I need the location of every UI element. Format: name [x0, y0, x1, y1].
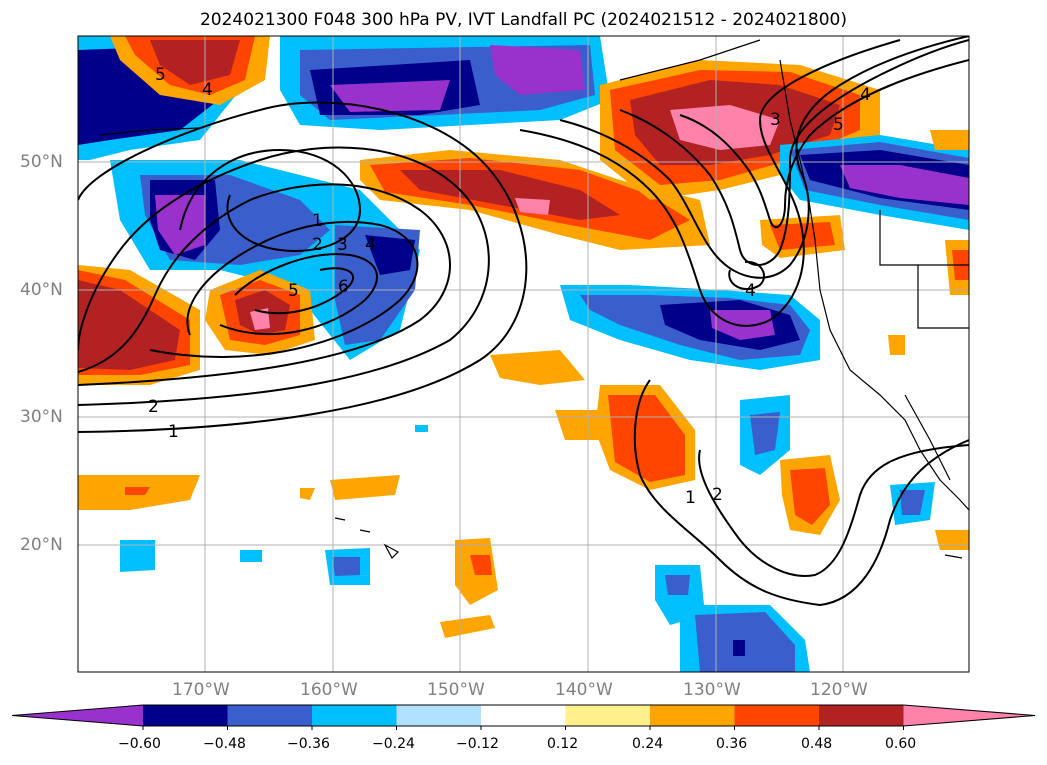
- contour-label: 3: [337, 235, 348, 255]
- colorbar-tick: −0.48: [203, 736, 246, 752]
- contour-label: 4: [860, 85, 871, 105]
- colorbar-tick: 0.24: [632, 736, 664, 752]
- colorbar-segment: [481, 705, 566, 726]
- contour-label: 5: [833, 115, 844, 135]
- colorbar-tick: −0.60: [118, 736, 161, 752]
- colorbar-tick: 0.12: [547, 736, 579, 752]
- lon-label: 140°W: [555, 680, 613, 700]
- colorbar-segment: [312, 705, 397, 726]
- lat-label: 30°N: [20, 407, 63, 427]
- contour-label: 5: [288, 281, 299, 301]
- pv-contours: [78, 36, 969, 607]
- lat-label: 20°N: [20, 535, 63, 555]
- contour-label: 4: [365, 235, 376, 255]
- colorbar-tick: −0.36: [287, 736, 330, 752]
- colorbar-tick: −0.12: [456, 736, 499, 752]
- contour-label: 4: [745, 281, 756, 301]
- lon-label: 170°W: [172, 680, 230, 700]
- colorbar-segment: [734, 705, 820, 726]
- contour-label: 2: [712, 485, 723, 505]
- contour-label: 3: [770, 110, 781, 130]
- coastlines: [99, 39, 969, 559]
- contour-label: 2: [148, 397, 159, 417]
- map-frame: [77, 35, 970, 673]
- contour-label: 5: [155, 65, 166, 85]
- colorbar-extend-left: [12, 705, 143, 726]
- colorbar-tick: 0.48: [801, 736, 833, 752]
- contour-label: 6: [338, 277, 349, 297]
- lon-label: 130°W: [683, 680, 741, 700]
- colorbar-segment: [819, 705, 904, 726]
- lat-label: 50°N: [20, 152, 63, 172]
- contour-label: 1: [312, 211, 323, 231]
- contour-label: 1: [685, 488, 696, 508]
- colorbar-extend-right: [903, 705, 1035, 726]
- figure-title: 2024021300 F048 300 hPa PV, IVT Landfall…: [199, 10, 847, 30]
- lat-label: 40°N: [20, 280, 63, 300]
- shading-layer: [78, 36, 969, 672]
- lon-label: 160°W: [300, 680, 358, 700]
- colorbar: [11, 704, 1036, 730]
- colorbar-tick: −0.24: [372, 736, 415, 752]
- contour-label: 2: [312, 235, 323, 255]
- contour-label: 4: [202, 80, 213, 100]
- colorbar-tick: 0.60: [885, 736, 917, 752]
- contour-labels: 5 2 3 4 1 6 5 4 2 1 4 4 5 3 2 1: [148, 65, 871, 508]
- colorbar-segment: [650, 705, 735, 726]
- colorbar-segment: [227, 705, 313, 726]
- lon-label: 120°W: [810, 680, 868, 700]
- colorbar-tick: 0.36: [716, 736, 748, 752]
- colorbar-segment: [143, 705, 228, 726]
- colorbar-segment: [396, 705, 482, 726]
- lon-label: 150°W: [427, 680, 485, 700]
- contour-label: 1: [168, 422, 179, 442]
- colorbar-segment: [565, 705, 651, 726]
